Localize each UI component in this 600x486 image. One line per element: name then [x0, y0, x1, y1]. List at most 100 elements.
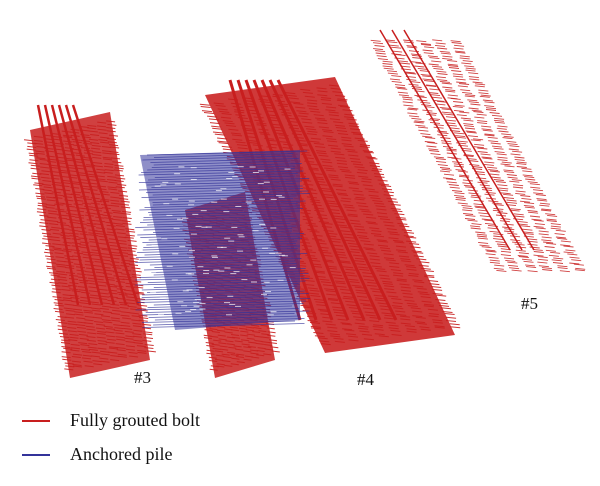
bolt-segment — [396, 218, 407, 221]
bolt-segment — [243, 350, 252, 353]
bolt-segment — [396, 279, 407, 282]
bolt-segment — [377, 244, 389, 247]
bolt-segment — [399, 315, 411, 318]
bolt-segment — [88, 290, 98, 293]
bolt-segment — [133, 339, 143, 342]
bolt-segment — [322, 164, 333, 167]
bolt-segment — [71, 300, 81, 303]
bolt-segment — [340, 322, 351, 325]
bolt-segment — [403, 231, 415, 234]
bolt-segment — [231, 134, 243, 137]
bolt-segment — [216, 329, 226, 332]
bolt-segment — [454, 132, 465, 135]
bolt-segment — [82, 351, 92, 353]
bolt-segment — [316, 119, 327, 122]
bolt-segment — [67, 326, 77, 329]
pile-segment — [153, 160, 291, 166]
bolt-segment — [65, 313, 75, 316]
bolt-segment — [345, 300, 356, 303]
bolt-segment — [482, 129, 493, 132]
bolt-segment — [90, 142, 100, 144]
bolt-segment — [333, 121, 344, 124]
bolt-segment — [104, 169, 114, 172]
pile-segment — [147, 303, 304, 308]
bolt-segment — [497, 212, 508, 214]
bolt-segment — [65, 316, 75, 319]
bolt-segment — [350, 128, 361, 131]
bolt-segment — [390, 203, 401, 206]
bolt-segment — [522, 170, 533, 173]
bolt-segment — [400, 286, 411, 289]
bolt-segment — [404, 71, 415, 74]
bolt-segment — [429, 94, 441, 97]
bolt-segment — [334, 124, 345, 127]
bolt-segment — [85, 325, 95, 328]
bolt-segment — [437, 73, 448, 75]
bolt-segment — [206, 352, 215, 355]
bolt-segment — [363, 247, 374, 250]
bolt-segment — [489, 173, 500, 176]
bolt-segment — [330, 150, 341, 153]
bolt-segment — [380, 308, 391, 311]
bolt-segment — [456, 81, 467, 84]
bolt-segment — [348, 154, 359, 157]
bolt-segment — [142, 339, 152, 342]
bolt-segment — [341, 170, 352, 173]
bolt-segment — [28, 162, 38, 165]
bolt-segment — [321, 190, 332, 193]
bolt-segment — [491, 145, 503, 148]
bolt-segment — [455, 169, 466, 172]
bolt-segment — [264, 344, 273, 346]
bolt-segment — [383, 253, 394, 256]
bolt-segment — [426, 113, 437, 116]
bolt-segment — [456, 142, 467, 145]
bolt-segment — [121, 220, 131, 223]
bolt-segment — [37, 202, 47, 205]
bolt-segment — [86, 328, 96, 331]
bolt-segment — [441, 108, 452, 111]
bolt-segment — [328, 111, 339, 114]
bolt-segment — [232, 138, 243, 141]
bolt-segment — [502, 226, 513, 229]
bolt-segment — [104, 163, 114, 165]
bolt-segment — [459, 57, 470, 60]
bolt-segment — [133, 329, 143, 332]
bolt-segment — [441, 82, 452, 85]
bolt-segment — [424, 276, 435, 278]
bolt-segment — [527, 238, 538, 241]
bolt-segment — [481, 218, 492, 221]
bolt-segment — [209, 122, 221, 125]
bolt-segment — [137, 351, 147, 354]
bolt-segment — [251, 356, 260, 359]
bolt-segment — [342, 266, 354, 269]
bolt-segment — [527, 243, 538, 246]
bolt-segment — [477, 120, 488, 123]
bolt-segment — [492, 209, 503, 212]
bolt-segment — [474, 85, 485, 88]
bolt-segment — [360, 240, 371, 243]
bolt-segment — [436, 70, 447, 73]
bolt-segment — [110, 306, 120, 309]
bolt-segment — [33, 139, 43, 142]
bolt-segment — [132, 325, 142, 328]
bolt-segment — [402, 292, 413, 295]
bolt-segment — [453, 165, 464, 168]
bolt-segment — [54, 304, 64, 307]
bolt-segment — [567, 253, 578, 256]
bolt-segment — [315, 146, 326, 148]
bolt-segment — [416, 258, 427, 261]
bolt-segment — [62, 297, 72, 300]
bolt-segment — [468, 76, 479, 79]
bolt-segment — [114, 327, 124, 330]
bolt-segment — [109, 144, 119, 147]
bolt-segment — [450, 326, 461, 329]
bolt-segment — [370, 39, 381, 42]
bolt-segment — [406, 328, 417, 331]
bolt-segment — [361, 333, 373, 336]
bolt-segment — [411, 250, 422, 253]
bolt-segment — [61, 346, 71, 348]
bolt-segment — [352, 163, 364, 166]
bolt-segment — [541, 236, 552, 239]
bolt-segment — [222, 360, 231, 363]
bolt-segment — [465, 69, 476, 72]
